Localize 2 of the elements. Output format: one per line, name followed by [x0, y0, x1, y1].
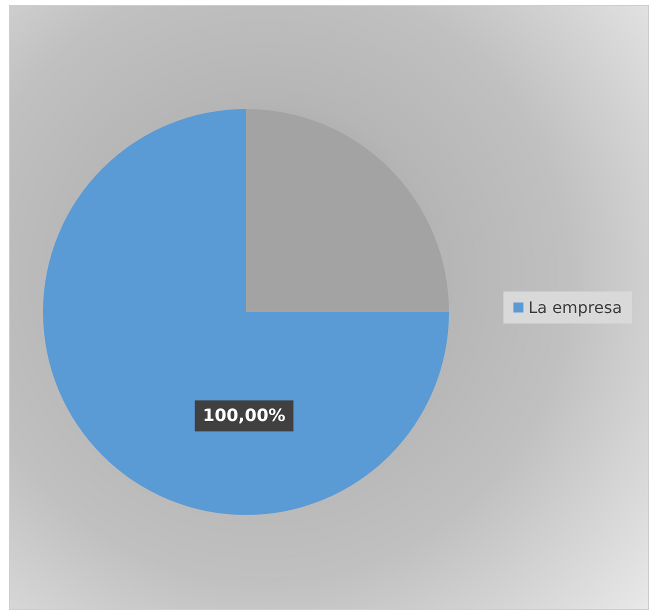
legend-label: La empresa: [528, 298, 622, 317]
data-label: 100,00%: [202, 406, 286, 426]
